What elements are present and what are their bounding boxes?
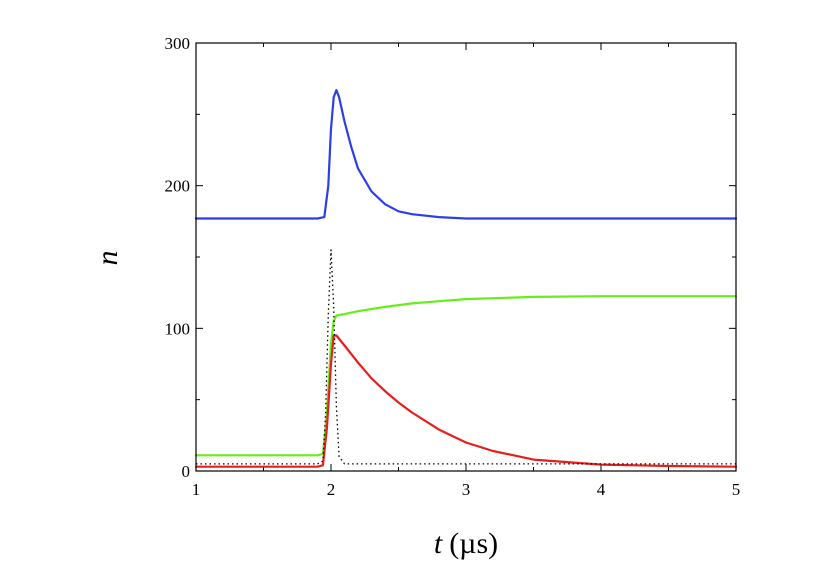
x-tick-label: 1 [192, 480, 201, 499]
series-line-2 [194, 295, 738, 457]
plot-frame [195, 42, 737, 472]
series-line-1 [194, 88, 738, 220]
labels-layer: t (µs) n [91, 251, 498, 561]
y-tick-label: 100 [165, 319, 191, 338]
series-layer [194, 88, 738, 468]
y-axis-label: n [91, 251, 124, 266]
x-axis-symbol: t [434, 527, 443, 560]
x-tick-label: 5 [732, 480, 741, 499]
series-line-4 [196, 249, 736, 465]
x-tick-label: 3 [462, 480, 471, 499]
x-axis-unit: (µs) [449, 527, 498, 560]
y-tick-label: 200 [165, 177, 191, 196]
x-axis-label: t (µs) [434, 527, 498, 560]
axes-layer: 1 2 3 4 5 0 100 200 300 [165, 34, 741, 499]
y-tick-label: 0 [182, 462, 191, 481]
x-tick-label: 4 [597, 480, 606, 499]
x-tick-label: 2 [327, 480, 336, 499]
frame-layer [195, 42, 737, 472]
series-line-3 [194, 334, 738, 468]
y-tick-label: 300 [165, 34, 191, 53]
